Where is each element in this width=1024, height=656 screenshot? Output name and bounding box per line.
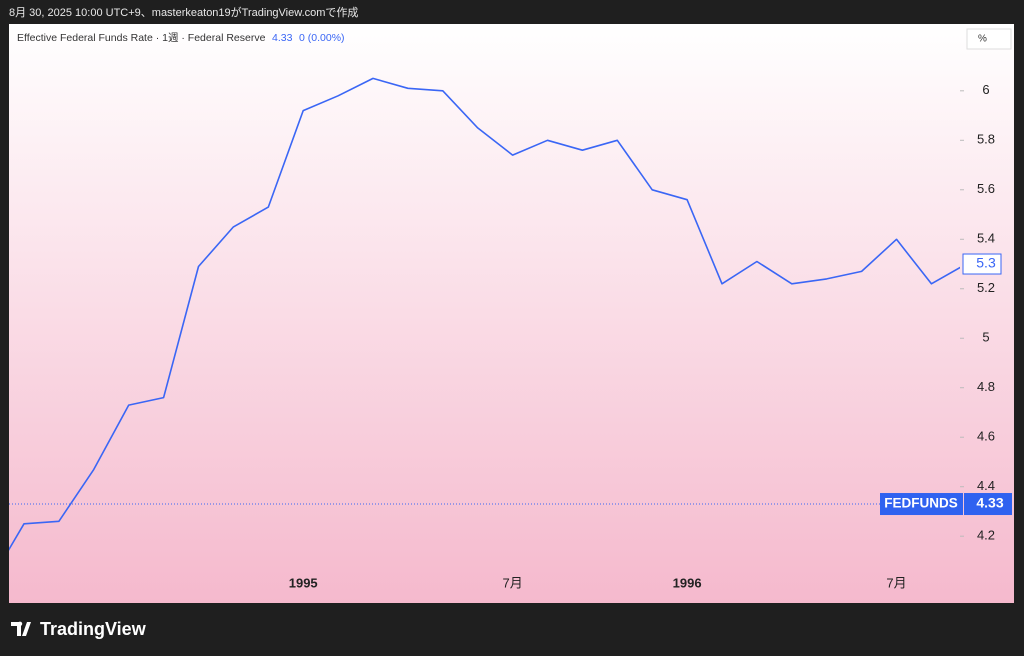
y-tick-label: 5 — [982, 330, 989, 345]
x-tick-label: 7月 — [502, 575, 522, 590]
unit-label: % — [978, 34, 987, 45]
y-tick-label: 4.8 — [977, 379, 995, 394]
y-tick-label: 5.8 — [977, 132, 995, 147]
symbol-tag — [880, 493, 963, 516]
current-value-tag — [964, 493, 1012, 516]
y-tick-label: 6 — [982, 82, 989, 97]
branding: TradingView — [40, 619, 147, 639]
last-value-box — [962, 253, 1002, 275]
y-tick-label: 4.4 — [977, 478, 995, 493]
series-line — [9, 77, 960, 551]
x-tick-label: 1996 — [673, 575, 702, 590]
legend-title: Effective Federal Funds Rate · 1週 · Fede… — [17, 32, 266, 44]
x-tick-label: 1995 — [289, 575, 318, 590]
y-tick-label: 5.2 — [977, 280, 995, 295]
y-tick-label: 4.2 — [977, 528, 995, 543]
unit-box[interactable] — [966, 28, 1012, 50]
y-tick-label: 5.6 — [977, 181, 995, 196]
symbol-label: FEDFUNDS — [884, 496, 958, 511]
plot-area — [9, 77, 960, 551]
last-value-label: 5.3 — [976, 255, 996, 271]
chart-panel — [9, 24, 1014, 603]
credit: 8月 30, 2025 10:00 UTC+9、masterkeaton19がT… — [9, 5, 358, 19]
legend-value: 4.33 — [272, 32, 293, 44]
current-value-label: 4.33 — [976, 495, 1003, 511]
logo — [11, 621, 31, 636]
x-tick-label: 7月 — [886, 575, 906, 590]
y-tick-label: 4.6 — [977, 429, 995, 444]
y-tick-label: 5.4 — [977, 231, 995, 246]
legend-change: 0 (0.00%) — [299, 32, 345, 44]
